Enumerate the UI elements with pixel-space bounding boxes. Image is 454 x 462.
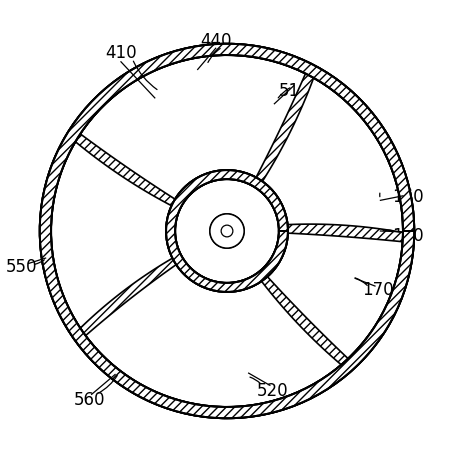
Text: 510: 510 — [279, 82, 311, 100]
Circle shape — [210, 214, 244, 248]
Polygon shape — [166, 170, 288, 292]
Polygon shape — [40, 44, 414, 418]
Polygon shape — [80, 258, 176, 336]
Polygon shape — [40, 44, 414, 418]
Text: 560: 560 — [74, 391, 105, 409]
Circle shape — [210, 214, 244, 248]
Text: 440: 440 — [200, 32, 232, 50]
Text: 160: 160 — [392, 188, 423, 206]
Polygon shape — [287, 224, 403, 242]
Polygon shape — [75, 134, 175, 206]
Polygon shape — [262, 277, 348, 365]
Text: 180: 180 — [392, 226, 423, 244]
Polygon shape — [166, 170, 288, 292]
Polygon shape — [256, 73, 314, 182]
Text: 520: 520 — [257, 382, 288, 400]
Text: 410: 410 — [105, 44, 137, 62]
Text: 170: 170 — [362, 280, 394, 298]
Text: 550: 550 — [6, 258, 37, 276]
